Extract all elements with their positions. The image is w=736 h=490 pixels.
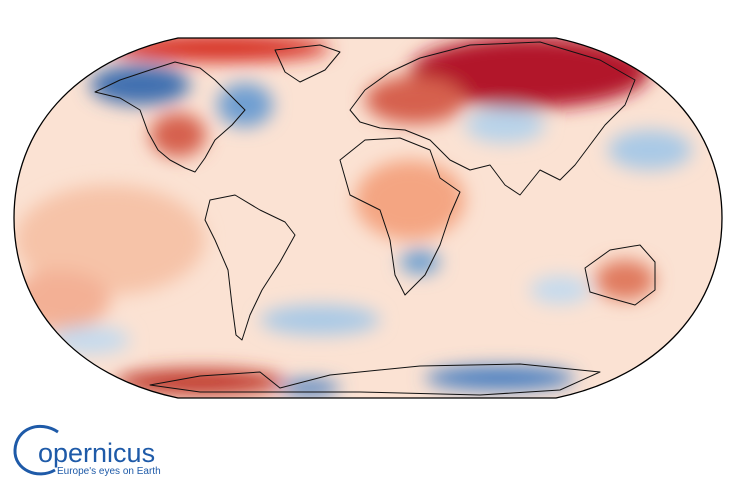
pacific-cool <box>608 130 692 170</box>
eurasia <box>349 41 636 196</box>
southern-pacific-cool <box>50 326 130 354</box>
australia <box>584 244 656 306</box>
southern-africa-cool <box>400 250 440 274</box>
usa-warm <box>150 113 206 157</box>
south-atlantic-cool <box>260 305 380 335</box>
australia-warm <box>595 260 655 300</box>
north-america <box>94 61 246 173</box>
anomaly-blobs <box>14 38 692 396</box>
map-frame <box>13 37 723 399</box>
logo-swoosh <box>13 424 59 476</box>
coastlines <box>94 41 656 396</box>
africa <box>339 137 461 296</box>
weddell-cold <box>280 380 340 396</box>
europe-warm <box>365 76 465 124</box>
siberia-warm <box>410 38 650 108</box>
pacific-warm <box>15 185 205 295</box>
asia-cool <box>465 107 545 143</box>
greenland <box>274 44 341 83</box>
logo-tagline: Europe's eyes on Earth <box>57 466 161 477</box>
atlantic-cold <box>217 83 273 127</box>
indian-ocean-cool <box>530 276 590 304</box>
antarctic-warm <box>115 369 285 395</box>
south-america <box>204 194 296 341</box>
antarctic-cold <box>425 366 575 390</box>
canada-cold <box>90 65 190 105</box>
logo-name: opernicus <box>38 438 155 468</box>
copernicus-logo: opernicus Europe's eyes on Earth <box>13 424 161 477</box>
antarctica <box>149 363 601 396</box>
africa-warm <box>355 160 465 240</box>
